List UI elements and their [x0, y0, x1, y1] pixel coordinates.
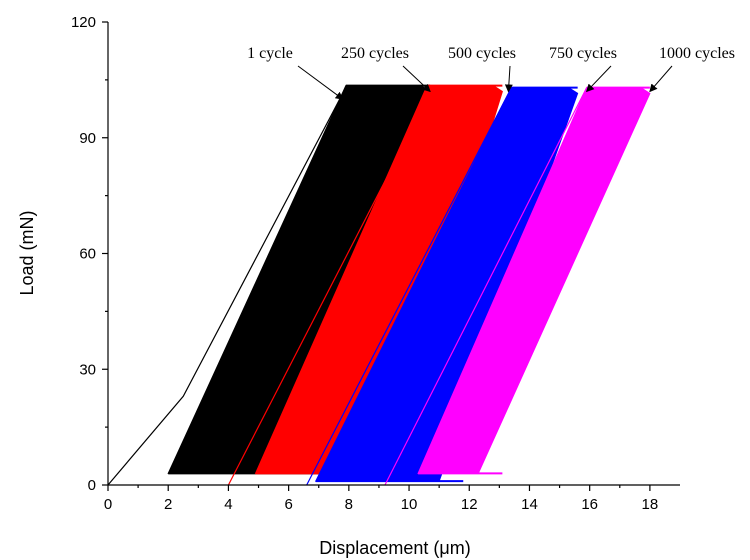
series-750-cycles: [384, 86, 651, 486]
y-tick-label: 60: [79, 246, 96, 263]
annotation-arrow: [585, 65, 612, 93]
annotation-arrow: [649, 65, 673, 93]
initial-loading-curve: [306, 87, 512, 486]
y-axis-title: Load (mN): [17, 210, 37, 295]
initial-loading-curve: [107, 87, 347, 486]
x-tick-label: 16: [581, 496, 598, 513]
annotation-label: 250 cycles: [341, 45, 409, 62]
annotation-label: 1000 cycles: [659, 45, 735, 62]
x-tick-label: 14: [521, 496, 538, 513]
x-tick-label: 10: [401, 496, 418, 513]
annotation-label: 500 cycles: [448, 45, 516, 62]
y-tick-label: 90: [79, 130, 96, 147]
initial-loading-curve: [227, 87, 434, 486]
x-tick-label: 12: [461, 496, 478, 513]
y-tick-label: 120: [71, 14, 96, 31]
annotations-layer: 1 cycle 250 cycles 500 cycles 750 cycles 100…: [247, 45, 735, 100]
x-tick-label: 8: [345, 496, 353, 513]
annotation-arrow: [504, 65, 513, 93]
x-tick-label: 0: [104, 496, 112, 513]
annotation-label: 1 cycle: [247, 45, 293, 62]
x-tick-label: 18: [642, 496, 659, 513]
y-tick-label: 30: [79, 361, 96, 378]
y-tick-label: 0: [88, 477, 96, 494]
ticks-layer: 0 2 4 6 8 10 12 14 16 18 0 30 60 90 120: [71, 14, 658, 513]
x-tick-label: 4: [224, 496, 232, 513]
x-tick-label: 2: [164, 496, 172, 513]
initial-loading-curve: [384, 87, 588, 486]
annotation-arrow: [297, 65, 344, 100]
series-500-cycles: [306, 86, 579, 486]
annotation-arrow: [402, 65, 431, 93]
x-axis-title: Displacement (μm): [319, 538, 470, 558]
annotation-label: 750 cycles: [549, 45, 617, 62]
curves-layer: [107, 84, 651, 486]
x-tick-label: 6: [284, 496, 292, 513]
